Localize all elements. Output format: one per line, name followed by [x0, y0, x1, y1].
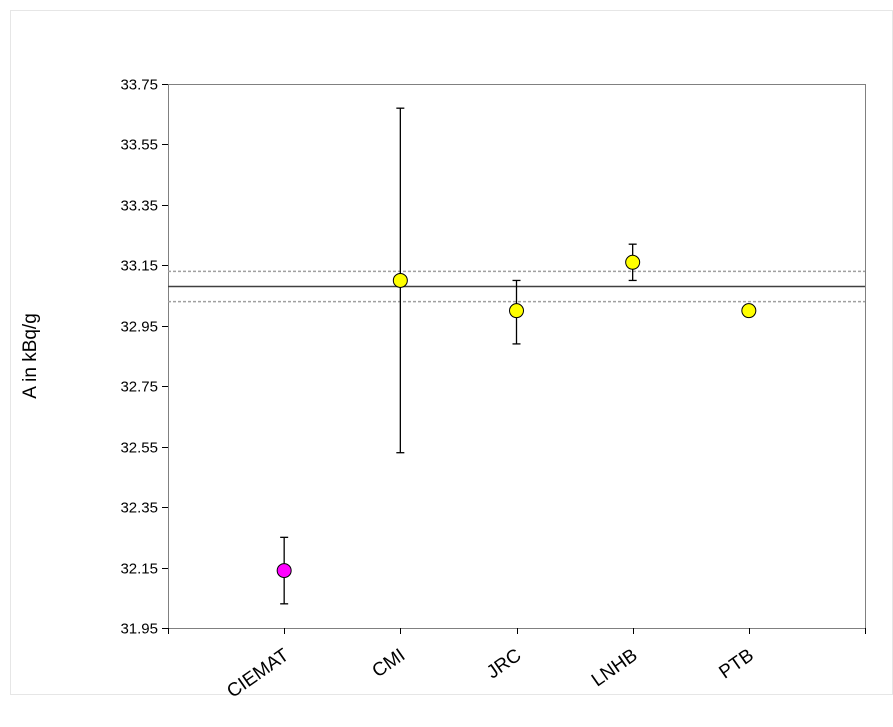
chart-area-border [10, 10, 893, 695]
y-tick-label: 32.55 [120, 440, 158, 457]
data-point-group [625, 243, 641, 282]
y-axis: 31.95 32.15 32.35 32.55 32.75 32.95 33.15 33.35… [120, 77, 168, 638]
data-series [276, 107, 757, 605]
y-tick-label: 32.15 [120, 561, 158, 578]
y-tick-label: 31.95 [120, 621, 158, 638]
y-tick-label: 33.55 [120, 137, 158, 154]
y-tick-label: 33.35 [120, 198, 158, 215]
y-axis-label: A in kBq/g [20, 313, 41, 399]
data-point-marker [392, 272, 408, 288]
y-tick-label: 32.95 [120, 319, 158, 336]
data-point-group [741, 303, 757, 319]
y-tick-label: 32.35 [120, 500, 158, 517]
data-point-marker [741, 303, 757, 319]
data-point-marker [276, 563, 292, 579]
data-point-group [276, 536, 292, 605]
y-tick-label: 33.75 [120, 77, 158, 94]
data-point-group [509, 279, 524, 345]
y-tick-label: 33.15 [120, 258, 158, 275]
data-point-marker [625, 254, 641, 270]
y-tick-label: 32.75 [120, 379, 158, 396]
data-point-group [392, 107, 408, 454]
data-point-marker [509, 303, 524, 319]
